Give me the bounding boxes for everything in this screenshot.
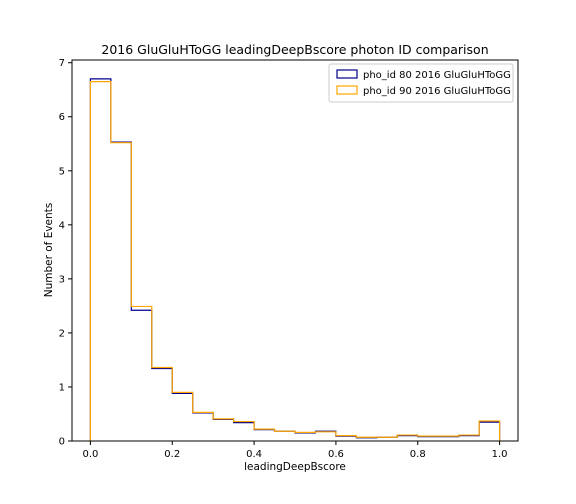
x-tick-label: 0.8: [410, 449, 426, 460]
legend-label-1: pho_id 80 2016 GluGluHToGG: [363, 70, 511, 81]
chart-title: 2016 GluGluHToGG leadingDeepBscore photo…: [101, 42, 488, 57]
legend-swatch-1: [336, 69, 358, 79]
series-line-2: [89, 81, 501, 441]
y-tick-label: 3: [59, 274, 65, 285]
x-axis: 0.0 0.2 0.4 0.6 0.8 1.0: [82, 441, 508, 460]
legend: pho_id 80 2016 GluGluHToGG pho_id 90 2016…: [328, 63, 514, 103]
y-tick-label: 4: [59, 220, 65, 231]
x-axis-label: leadingDeepBscore: [244, 461, 346, 473]
x-tick-label: 0.6: [328, 449, 344, 460]
x-tick-label: 0.4: [246, 449, 262, 460]
y-tick-label: 7: [59, 58, 65, 69]
y-tick-label: 5: [59, 166, 65, 177]
legend-box: [328, 63, 514, 103]
y-tick-label: 0: [59, 437, 65, 448]
legend-label-2: pho_id 90 2016 GluGluHToGG: [363, 86, 511, 97]
y-tick-label: 1: [59, 382, 65, 393]
plot-area: [89, 78, 501, 441]
legend-swatch-2: [336, 85, 358, 95]
y-tick-label: 2: [59, 328, 65, 339]
y-axis: 0 1 2 3 4 5 6 7: [59, 58, 72, 448]
x-tick-label: 1.0: [492, 449, 508, 460]
x-tick-label: 0.2: [164, 449, 180, 460]
plot-frame: [71, 59, 519, 442]
x-tick-label: 0.0: [82, 449, 98, 460]
series-line-1: [89, 78, 501, 441]
y-tick-label: 6: [59, 112, 65, 123]
y-axis-label: Number of Events: [43, 203, 55, 298]
